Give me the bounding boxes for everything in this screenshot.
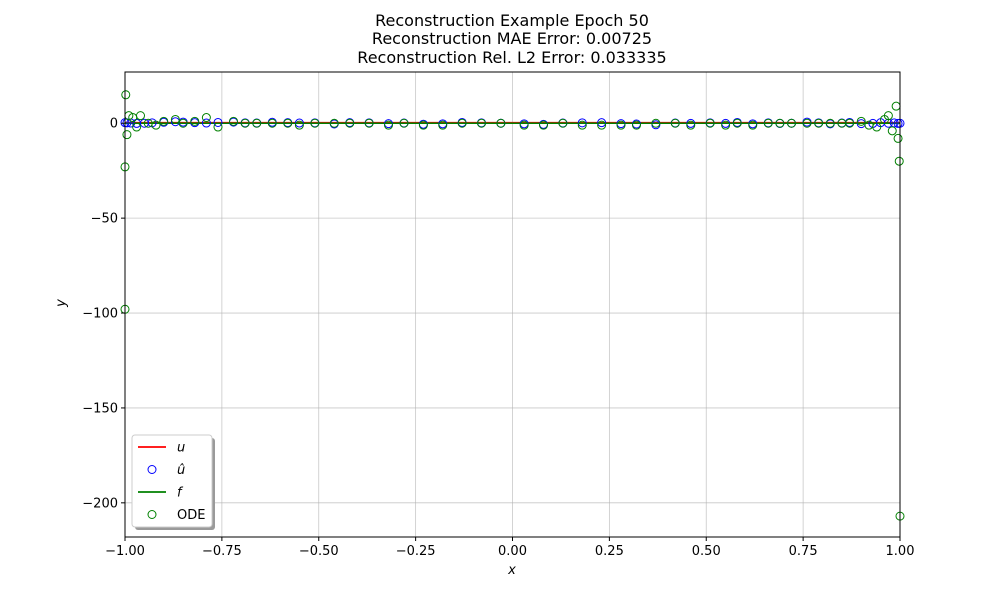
point-ode [329, 118, 339, 128]
legend-label: f [177, 486, 184, 501]
y-tick-label: −200 [82, 496, 118, 511]
x-tick-label: 0.00 [498, 544, 527, 559]
point-ode [122, 130, 132, 140]
point-ode [345, 118, 355, 128]
point-u-hat [201, 118, 211, 128]
point-ode [136, 111, 145, 121]
point-ode [121, 90, 131, 100]
point-ode [178, 118, 188, 128]
point-ode [894, 156, 904, 166]
point-ode [632, 120, 641, 130]
point-ode [190, 116, 200, 126]
point-ode [732, 118, 742, 128]
point-ode [893, 133, 903, 143]
point-u-hat [213, 117, 223, 127]
point-ode [856, 116, 866, 126]
x-tick-label: 0.75 [789, 544, 818, 559]
point-ode [201, 113, 211, 123]
series-lines [125, 121, 900, 125]
point-ode [229, 116, 238, 126]
legend-label: ODE [177, 508, 205, 523]
point-ode [418, 120, 428, 130]
point-ode [705, 118, 715, 128]
point-ode [775, 118, 785, 128]
grid [124, 72, 901, 537]
legend-marker-swatch [147, 510, 157, 519]
title-line-2: Reconstruction MAE Error: 0.00725 [372, 29, 652, 48]
point-ode [294, 120, 304, 130]
point-ode [170, 114, 180, 124]
legend-box [131, 434, 213, 528]
legend-label: u [177, 441, 185, 456]
point-ode [670, 118, 680, 128]
x-axis-label: x [507, 563, 516, 578]
point-ode [267, 118, 277, 128]
point-ode [399, 118, 409, 128]
title-line-3: Reconstruction Rel. L2 Error: 0.033335 [357, 48, 666, 67]
point-ode [887, 126, 897, 136]
legend-marker-swatch [147, 465, 157, 474]
point-ode [496, 118, 506, 128]
x-tick-label: −0.50 [299, 544, 339, 559]
point-ode [814, 118, 824, 128]
point-ode [845, 118, 855, 128]
chart-title: Reconstruction Example Epoch 50 Reconstr… [357, 11, 666, 67]
point-ode [651, 118, 661, 128]
point-u-hat [577, 118, 587, 128]
point-ode [872, 122, 882, 132]
point-ode [763, 118, 773, 128]
point-ode [213, 122, 223, 132]
point-ode [597, 120, 607, 130]
point-u-hat [294, 118, 304, 128]
x-tick-label: 0.50 [692, 544, 721, 559]
point-ode [519, 120, 529, 130]
point-ode [364, 118, 374, 128]
y-axis: 0 −50 −100 −150 −200 [82, 117, 125, 511]
y-tick-label: 0 [110, 117, 118, 132]
x-tick-label: −0.75 [202, 544, 242, 559]
point-ode [558, 118, 568, 128]
x-tick-label: 1.00 [886, 544, 915, 559]
point-ode [132, 122, 142, 132]
point-ode [825, 118, 835, 128]
point-ode [802, 118, 812, 128]
point-ode [283, 118, 293, 128]
y-tick-label: −150 [82, 401, 118, 416]
point-ode [891, 101, 901, 111]
point-ode [438, 120, 448, 130]
point-ode [384, 120, 393, 130]
y-axis-label: y [54, 299, 69, 308]
x-axis: −1.00 −0.75 −0.50 −0.25 0.00 0.25 0.50 0.75 1.00 [105, 537, 914, 559]
point-ode [252, 118, 262, 128]
point-ode [240, 118, 250, 128]
point-ode [577, 120, 587, 130]
point-ode [151, 120, 161, 130]
point-u-hat [597, 118, 607, 128]
title-line-1: Reconstruction Example Epoch 50 [375, 11, 649, 30]
point-ode [539, 120, 548, 130]
point-ode [457, 118, 467, 128]
y-tick-label: −50 [91, 212, 118, 227]
series-points [120, 90, 905, 521]
point-ode [159, 116, 169, 126]
point-ode [686, 120, 696, 130]
point-ode [310, 118, 320, 128]
point-ode [721, 120, 731, 130]
point-ode [883, 111, 893, 121]
y-tick-label: −100 [82, 307, 118, 322]
x-tick-label: 0.25 [595, 544, 624, 559]
point-ode [477, 118, 486, 128]
point-ode [787, 118, 796, 128]
point-ode [748, 120, 758, 130]
legend-label: û [177, 463, 185, 478]
x-tick-label: −1.00 [105, 544, 145, 559]
point-ode [616, 120, 626, 130]
x-tick-label: −0.25 [396, 544, 436, 559]
legend: uûf ODE [131, 434, 215, 530]
